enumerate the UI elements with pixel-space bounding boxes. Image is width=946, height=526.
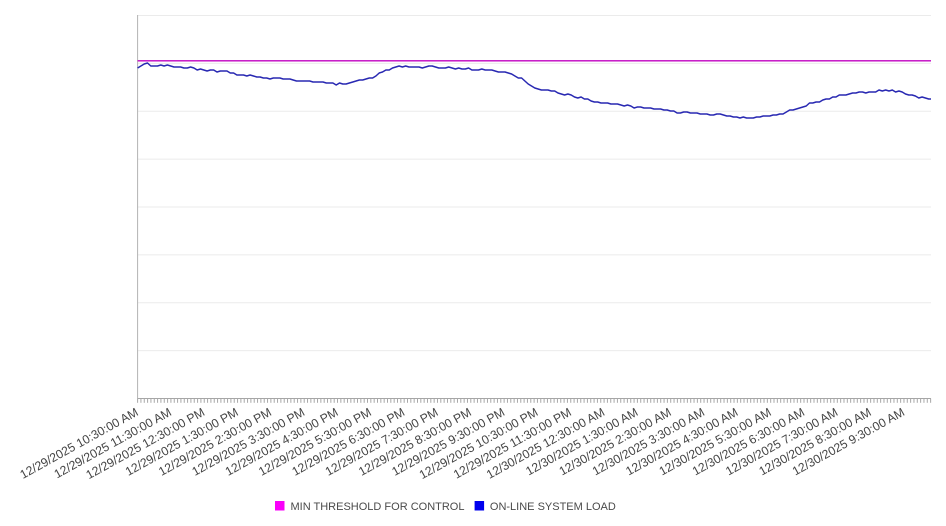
svg-text:MIN THRESHOLD FOR CONTROL: MIN THRESHOLD FOR CONTROL [291, 501, 465, 513]
svg-text:ON-LINE SYSTEM LOAD: ON-LINE SYSTEM LOAD [490, 501, 616, 513]
